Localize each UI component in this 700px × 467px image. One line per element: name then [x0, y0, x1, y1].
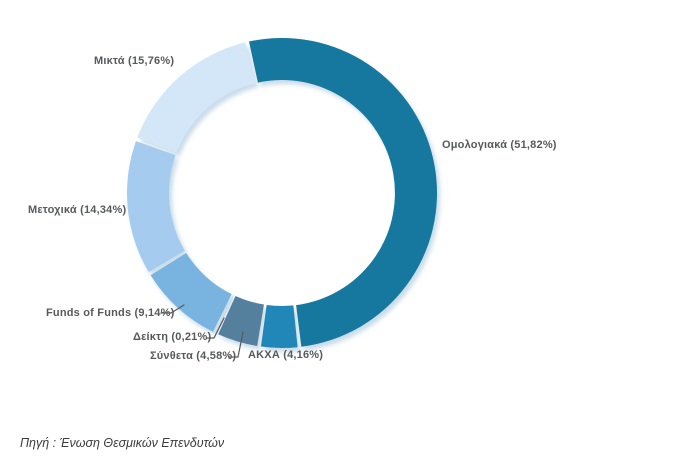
slice-label-funds-of-funds: Funds of Funds (9,14%): [46, 307, 175, 319]
slice-mikta: [137, 42, 256, 153]
slice-label-akxa: ΑΚΧΑ (4,16%): [248, 349, 324, 361]
donut-slices: [126, 38, 438, 349]
leader-line-funds-of-funds: [160, 304, 185, 314]
slice-omologiaka: [248, 38, 438, 347]
slice-funds-of-funds: [150, 252, 232, 332]
slice-syntheta: [218, 295, 264, 346]
slice-akxa: [260, 304, 298, 349]
slice-label-syntheta: Σύνθετα (4,58%): [150, 350, 237, 362]
leader-line-deikti: [206, 317, 225, 339]
slice-label-deikti: Δείκτη (0,21%): [133, 331, 212, 343]
leader-line-syntheta: [228, 331, 244, 358]
slice-deikti: [215, 294, 234, 334]
slice-label-metoxika: Μετοχικά (14,34%): [28, 204, 127, 216]
slice-label-mikta: Μικτά (15,76%): [94, 55, 175, 67]
slice-metoxika: [126, 141, 185, 273]
slice-label-omologiaka: Ομολογιακά (51,82%): [442, 139, 557, 151]
source-note: Πηγή : Ένωση Θεσμικών Επενδυτών: [20, 436, 225, 450]
